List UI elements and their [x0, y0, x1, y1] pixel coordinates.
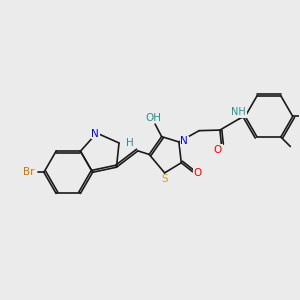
Text: N: N — [180, 136, 188, 146]
Text: Br: Br — [23, 167, 35, 177]
Text: NH: NH — [231, 107, 246, 117]
Text: N: N — [92, 129, 99, 139]
Text: S: S — [161, 174, 168, 184]
Text: O: O — [193, 168, 201, 178]
Text: H: H — [126, 138, 134, 148]
Text: O: O — [214, 145, 222, 155]
Text: OH: OH — [145, 112, 161, 123]
